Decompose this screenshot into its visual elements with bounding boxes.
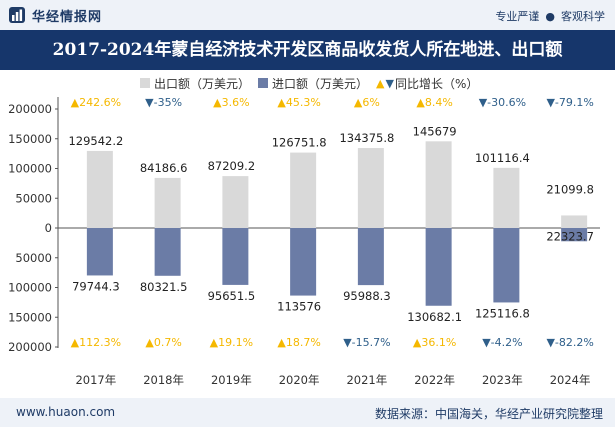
data-label-export: 134375.8 xyxy=(339,131,394,145)
legend-up-triangle-icon: ▲ xyxy=(376,76,385,90)
bar-import xyxy=(561,228,588,242)
growth-up-label: ▲3.6% xyxy=(213,96,249,109)
legend-export-swatch xyxy=(140,78,150,88)
brand[interactable]: 华经情报网 xyxy=(8,6,103,25)
legend-growth-label: 同比增长（%） xyxy=(394,76,479,91)
y-tick-label: 50000 xyxy=(15,191,52,205)
tagline-separator-icon: ● xyxy=(545,9,555,23)
growth-up-label: ▲242.6% xyxy=(71,96,121,109)
data-label-export: 21099.8 xyxy=(546,182,594,196)
x-tick-label: 2020年 xyxy=(279,373,320,387)
bar-import xyxy=(493,228,520,303)
data-label-import: 125116.8 xyxy=(475,306,530,320)
footer-url[interactable]: www.huaon.com xyxy=(16,405,116,419)
data-label-export: 101116.4 xyxy=(475,151,530,165)
legend-export: 出口额（万美元） xyxy=(140,75,250,92)
growth-up-label: ▲0.7% xyxy=(145,336,181,349)
data-label-export: 84186.6 xyxy=(140,161,188,175)
bar-export xyxy=(222,176,249,228)
chart-title: 2017-2024年蒙自经济技术开发区商品收发货人所在地进、出口额 xyxy=(52,40,563,60)
y-tick-label: 200000 xyxy=(8,102,52,116)
y-tick-label: 50000 xyxy=(15,251,52,265)
growth-down-label: ▼-82.2% xyxy=(546,336,593,349)
tagline-right: 客观科学 xyxy=(561,10,605,23)
brand-logo-icon xyxy=(9,7,25,23)
bar-export xyxy=(154,177,181,228)
data-label-import: 22323.7 xyxy=(546,229,594,243)
data-label-import: 79744.3 xyxy=(72,279,120,293)
data-label-import: 95651.5 xyxy=(208,289,256,303)
bar-import xyxy=(290,228,317,296)
x-tick-label: 2018年 xyxy=(143,373,184,387)
data-label-export: 129542.2 xyxy=(68,134,123,148)
data-label-import: 80321.5 xyxy=(140,280,188,294)
legend-import: 进口额（万美元） xyxy=(258,75,368,92)
legend-growth: ▲ ▼ 同比增长（%） xyxy=(376,75,478,92)
legend-import-swatch xyxy=(258,78,269,88)
bar-export xyxy=(86,150,113,228)
bar-import xyxy=(357,228,384,286)
growth-down-label: ▼-15.7% xyxy=(343,336,390,349)
brand-name: 华经情报网 xyxy=(32,9,103,25)
data-label-export: 126751.8 xyxy=(272,136,327,150)
growth-down-label: ▼-79.1% xyxy=(546,96,593,109)
bar-import xyxy=(86,228,113,276)
title-bar: 2017-2024年蒙自经济技术开发区商品收发货人所在地进、出口额 xyxy=(0,30,615,70)
growth-up-label: ▲19.1% xyxy=(210,336,253,349)
bar-export xyxy=(425,141,452,228)
x-tick-label: 2017年 xyxy=(75,373,116,387)
x-tick-label: 2019年 xyxy=(211,373,252,387)
y-tick-label: 100000 xyxy=(8,162,52,176)
data-label-export: 87209.2 xyxy=(208,159,256,173)
data-label-import: 95988.3 xyxy=(343,289,391,303)
x-tick-label: 2022年 xyxy=(414,373,455,387)
legend: 出口额（万美元） 进口额（万美元） ▲ ▼ 同比增长（%） xyxy=(140,74,486,92)
growth-down-label: ▼-35% xyxy=(145,96,182,109)
bar-import xyxy=(425,228,452,306)
growth-down-label: ▼-30.6% xyxy=(479,96,526,109)
legend-down-triangle-icon: ▼ xyxy=(385,76,394,90)
legend-export-label: 出口额（万美元） xyxy=(154,76,251,91)
bar-export xyxy=(290,152,317,228)
y-tick-label: 200000 xyxy=(8,340,52,354)
growth-up-label: ▲36.1% xyxy=(413,336,456,349)
bar-export xyxy=(561,215,588,228)
growth-up-label: ▲112.3% xyxy=(71,336,121,349)
top-bar: 华经情报网 专业严谨 ● 客观科学 xyxy=(0,0,615,30)
bar-import xyxy=(154,228,181,276)
data-label-export: 145679 xyxy=(413,124,457,138)
tagline: 专业严谨 ● 客观科学 xyxy=(495,8,605,24)
y-tick-label: 0 xyxy=(45,221,52,235)
legend-import-label: 进口额（万美元） xyxy=(272,76,369,91)
x-tick-label: 2024年 xyxy=(550,373,591,387)
growth-up-label: ▲6% xyxy=(354,96,380,109)
growth-down-label: ▼-4.2% xyxy=(482,336,522,349)
bar-export xyxy=(493,167,520,228)
tagline-left: 专业严谨 xyxy=(495,10,540,23)
footer-source: 数据来源：中国海关，华经产业研究院整理 xyxy=(374,407,603,421)
y-tick-label: 150000 xyxy=(8,132,52,146)
bar-import xyxy=(222,228,249,285)
bar-export xyxy=(357,148,384,228)
x-tick-label: 2023年 xyxy=(482,373,523,387)
footer: www.huaon.com 数据来源：中国海关，华经产业研究院整理 xyxy=(0,398,615,427)
y-tick-label: 100000 xyxy=(8,281,52,295)
growth-up-label: ▲18.7% xyxy=(277,336,320,349)
data-label-import: 130682.1 xyxy=(407,310,462,324)
data-label-import: 113576 xyxy=(277,300,321,314)
growth-up-label: ▲8.4% xyxy=(416,96,452,109)
x-tick-label: 2021年 xyxy=(346,373,387,387)
y-tick-label: 150000 xyxy=(8,310,52,324)
growth-up-label: ▲45.3% xyxy=(277,96,320,109)
